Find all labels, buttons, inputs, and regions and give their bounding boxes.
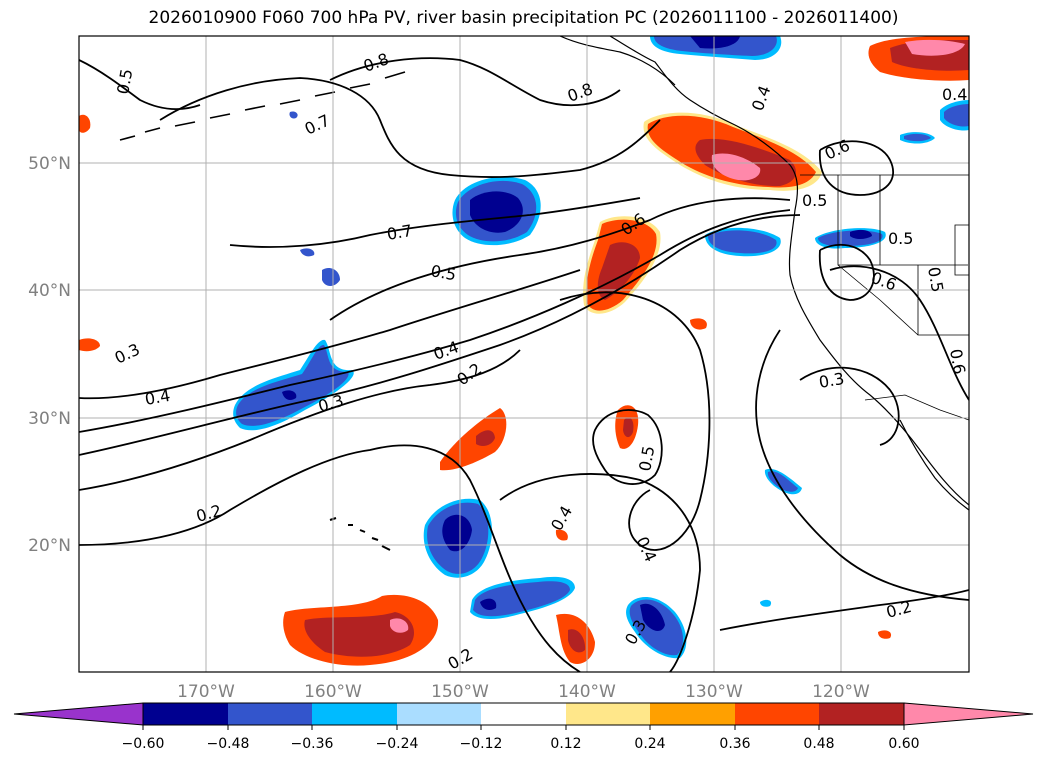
pv-contour-06b-east — [829, 265, 969, 401]
lon-tick-label: 160°W — [304, 682, 362, 702]
colorbar-bin — [650, 703, 735, 725]
pv-contour-03-west — [79, 269, 581, 400]
negative-anomaly-top — [650, 36, 782, 60]
colorbar-bin — [735, 703, 819, 725]
aleutian-islands — [119, 71, 406, 141]
colorbar-bin — [143, 703, 228, 725]
pv-contour-label: 0.5 — [429, 261, 457, 284]
pv-contour-05-band — [79, 214, 801, 456]
pv-contour-08 — [329, 57, 621, 107]
colorbar-tick-label: 0.12 — [550, 736, 581, 752]
map-title: 2026010900 F060 700 hPa PV, river basin … — [148, 8, 899, 28]
state-boundaries — [837, 175, 969, 336]
alaska-coast — [559, 36, 676, 86]
colorbar-extend-high — [903, 702, 1034, 726]
baja-california-coast — [899, 419, 969, 511]
pv-contour-02-north — [79, 349, 521, 491]
colorbar-tick-label: 0.48 — [803, 736, 834, 752]
lat-lon-grid — [79, 36, 969, 672]
latitude-labels: 20°N 30°N 40°N 50°N — [28, 154, 71, 556]
lon-tick-label: 130°W — [685, 682, 743, 702]
north-america-coast — [609, 36, 969, 506]
pv-contour-04-loop — [499, 473, 701, 672]
colorbar-tick-label: 0.24 — [634, 736, 665, 752]
colorbar-tick-label: 0.36 — [719, 736, 750, 752]
colorbar-bin — [312, 703, 397, 725]
colorbar-bin — [228, 703, 312, 725]
colorbar-bin — [481, 703, 566, 725]
longitude-labels: 170°W 160°W 150°W 140°W 130°W 120°W — [177, 682, 870, 702]
colorbar-frame — [142, 702, 905, 726]
pv-contour-05-east — [818, 243, 875, 301]
pv-contour-label: 0.3 — [817, 369, 845, 392]
pv-contour-label: 0.5 — [802, 191, 827, 210]
pv-contours — [79, 57, 969, 672]
precipitation-pc-fill — [79, 36, 969, 666]
lon-tick-label: 170°W — [177, 682, 235, 702]
pv-contour-label: 0.4 — [143, 386, 171, 409]
us-mexico-border — [864, 394, 969, 421]
pv-contour-label: 0.5 — [635, 444, 658, 472]
negative-anomaly-48n-152w — [452, 176, 541, 246]
colorbar-tick-label: 0.60 — [888, 736, 919, 752]
pv-contour-label: 0.5 — [888, 229, 913, 248]
colorbar-tick-label: −0.36 — [291, 736, 334, 752]
pv-contour-05-loop — [592, 409, 663, 485]
colorbar-extend-low — [13, 702, 144, 726]
pv-contour-02-east — [719, 589, 969, 631]
pv-contour-label: 0.6 — [946, 347, 969, 375]
pv-contour-label: 0.5 — [113, 67, 136, 95]
pv-contour-label: 0.5 — [924, 265, 947, 293]
pv-contour-06-west — [79, 59, 201, 111]
colorbar-tick-label: −0.48 — [207, 736, 250, 752]
colorbar-tick-label: −0.60 — [122, 736, 165, 752]
pv-contour-03-east — [755, 329, 969, 601]
negative-anomaly-20n-150w — [423, 498, 492, 578]
lon-tick-label: 140°W — [558, 682, 616, 702]
pv-contour-02-south — [79, 444, 581, 672]
pv-contour-03-loop — [559, 291, 711, 551]
pv-contour-06-east — [819, 140, 895, 196]
lon-tick-label: 150°W — [431, 682, 489, 702]
negative-anomaly-15n-148w — [470, 576, 575, 619]
positive-anomaly-central-band — [583, 216, 661, 314]
negative-anomaly-14n-137w — [626, 596, 687, 659]
map-frame — [78, 35, 970, 673]
pv-contour-07 — [159, 77, 661, 178]
pv-contour-03-east-inner — [799, 366, 900, 446]
colorbar: −0.60 −0.48 −0.36 −0.24 −0.12 0.12 0.24 … — [13, 702, 1034, 752]
pv-contour-07b — [229, 197, 641, 248]
lat-tick-label: 50°N — [28, 154, 71, 174]
lat-tick-label: 30°N — [28, 409, 71, 429]
colorbar-bin — [397, 703, 481, 725]
lon-tick-label: 120°W — [812, 682, 870, 702]
pv-contour-label: 0.7 — [385, 221, 413, 244]
colorbar-bin — [819, 703, 904, 725]
pv-contour-label: 0.4 — [942, 85, 967, 104]
political-borders — [800, 174, 969, 421]
colorbar-tick-label: −0.12 — [460, 736, 503, 752]
pv-contour-04 — [79, 209, 791, 433]
lat-tick-label: 20°N — [28, 536, 71, 556]
positive-anomaly-28n — [440, 408, 507, 471]
colorbar-tick-label: −0.24 — [376, 736, 419, 752]
positive-anomaly-bc-coast — [643, 112, 822, 191]
pv-contour-05-mid — [329, 197, 791, 321]
colorbar-bin — [566, 703, 650, 725]
map-background — [79, 36, 969, 672]
lat-tick-label: 40°N — [28, 281, 71, 301]
